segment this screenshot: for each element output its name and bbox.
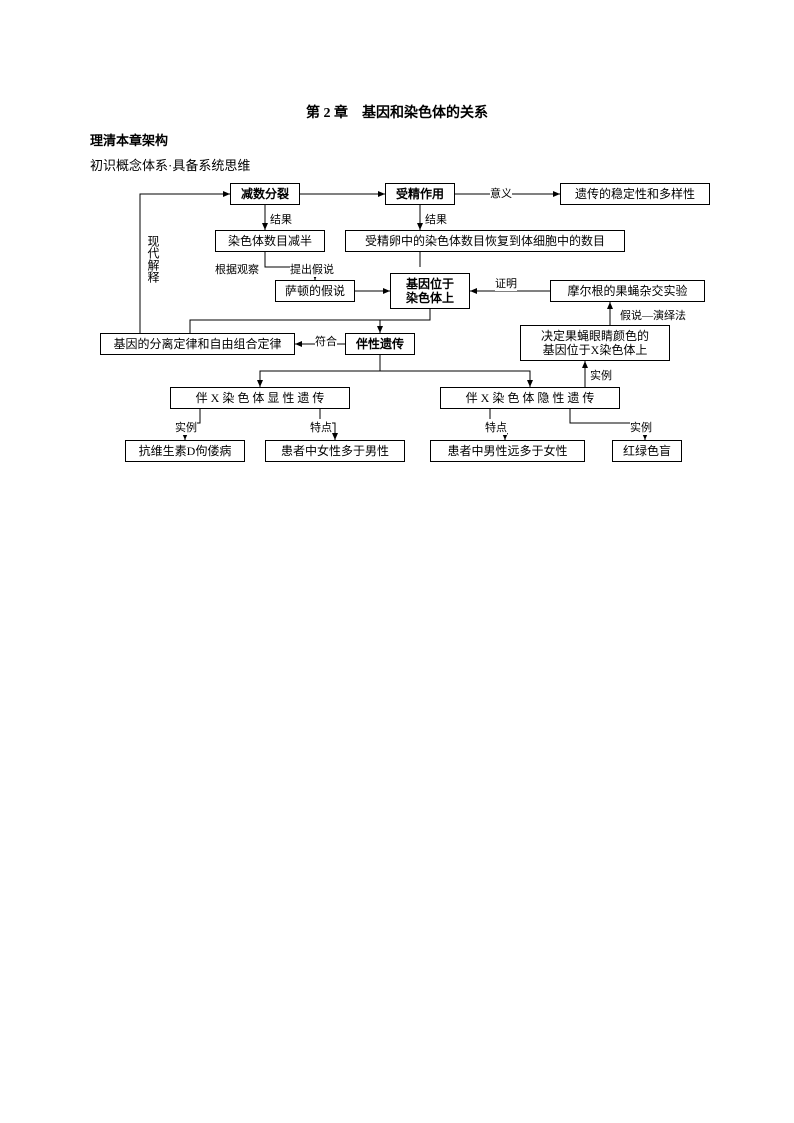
edge-label: 提出假说 [290, 261, 334, 277]
edge-label: 根据观察 [215, 261, 259, 277]
section-title: 理清本章架构 [90, 130, 168, 149]
node-morgan: 摩尔根的果蝇杂交实验 [550, 280, 705, 302]
vert-edge-label: 现代解释 [145, 235, 162, 283]
node-sexlink: 伴性遗传 [345, 333, 415, 355]
node-femmore: 患者中女性多于男性 [265, 440, 405, 462]
node-gene: 基因位于 染色体上 [390, 273, 470, 309]
edge-label: 特点 [310, 419, 332, 435]
edge-label: 证明 [495, 275, 517, 291]
edge-label: 结果 [270, 211, 292, 227]
edge-label: 符合 [315, 333, 337, 349]
edge-label: 特点 [485, 419, 507, 435]
node-sutton: 萨顿的假说 [275, 280, 355, 302]
node-eyecolor: 决定果蝇眼睛颜色的 基因位于X染色体上 [520, 325, 670, 361]
chapter-title: 第 2 章 基因和染色体的关系 [0, 102, 794, 122]
edge-label: 实例 [590, 367, 612, 383]
subtitle: 初识概念体系·具备系统思维 [90, 155, 250, 174]
node-xdom: 伴 X 染 色 体 显 性 遗 传 [170, 387, 350, 409]
edge-label: 意义 [490, 185, 512, 201]
node-vitd: 抗维生素D佝偻病 [125, 440, 245, 462]
edge-label: 实例 [630, 419, 652, 435]
edge-label: 实例 [175, 419, 197, 435]
node-xrec: 伴 X 染 色 体 隐 性 遗 传 [440, 387, 620, 409]
edge-label: 假说—演绎法 [620, 307, 686, 323]
node-laws: 基因的分离定律和自由组合定律 [100, 333, 295, 355]
node-stable: 遗传的稳定性和多样性 [560, 183, 710, 205]
node-malmore: 患者中男性远多于女性 [430, 440, 585, 462]
node-fert: 受精作用 [385, 183, 455, 205]
node-colorblind: 红绿色盲 [612, 440, 682, 462]
node-halve: 染色体数目减半 [215, 230, 325, 252]
node-meiosis: 减数分裂 [230, 183, 300, 205]
node-restore: 受精卵中的染色体数目恢复到体细胞中的数目 [345, 230, 625, 252]
edge-label: 结果 [425, 211, 447, 227]
concept-flowchart: 减数分裂 受精作用 遗传的稳定性和多样性染色体数目减半受精卵中的染色体数目恢复到体细… [90, 175, 720, 495]
